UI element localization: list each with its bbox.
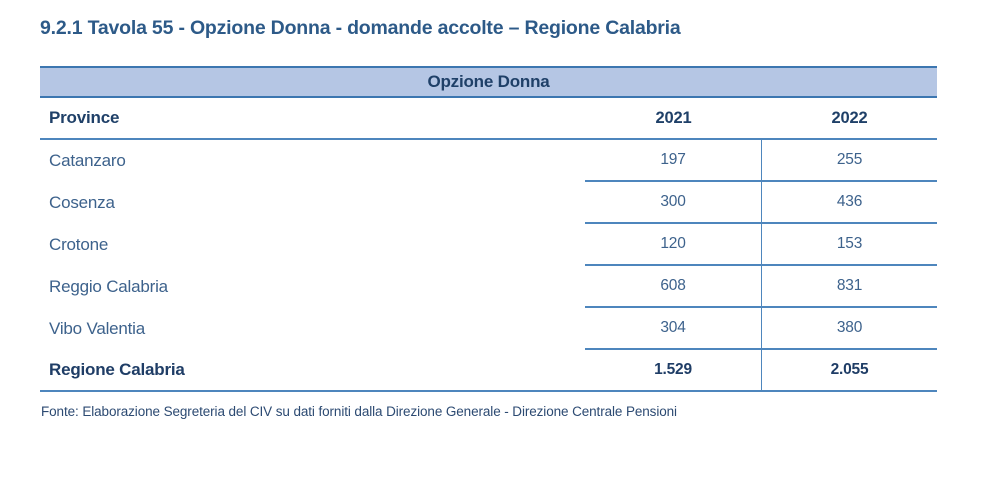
table-row: Crotone 120 153 bbox=[40, 224, 937, 266]
total-2021-cell: 1.529 bbox=[585, 350, 762, 390]
total-label-cell: Regione Calabria bbox=[49, 360, 185, 379]
table-row: Vibo Valentia 304 380 bbox=[40, 308, 937, 350]
value-2021-cell: 300 bbox=[585, 182, 762, 224]
page-title: 9.2.1 Tavola 55 - Opzione Donna - domand… bbox=[40, 17, 681, 39]
value-2022-cell: 153 bbox=[762, 224, 937, 266]
value-2022-cell: 380 bbox=[762, 308, 937, 350]
province-cell: Catanzaro bbox=[49, 151, 126, 170]
province-cell: Reggio Calabria bbox=[49, 277, 168, 296]
province-cell: Crotone bbox=[49, 235, 109, 254]
table-row: Cosenza 300 436 bbox=[40, 182, 937, 224]
column-header-2021: 2021 bbox=[655, 108, 692, 127]
value-2021-cell: 608 bbox=[585, 266, 762, 308]
value-2022-cell: 436 bbox=[762, 182, 937, 224]
value-2021-cell: 197 bbox=[585, 140, 762, 182]
table-band: Opzione Donna bbox=[40, 66, 937, 98]
province-cell: Vibo Valentia bbox=[49, 319, 146, 338]
source-note: Fonte: Elaborazione Segreteria del CIV s… bbox=[41, 404, 677, 419]
value-2022-cell: 831 bbox=[762, 266, 937, 308]
value-2021-cell: 120 bbox=[585, 224, 762, 266]
column-header-province: Province bbox=[49, 108, 120, 127]
table-row: Catanzaro 197 255 bbox=[40, 140, 937, 182]
total-2022-cell: 2.055 bbox=[830, 361, 869, 378]
table-row: Reggio Calabria 608 831 bbox=[40, 266, 937, 308]
table-total-row: Regione Calabria 1.529 2.055 bbox=[40, 350, 937, 392]
opzione-donna-table: Opzione Donna Province 2021 2022 Catanza… bbox=[40, 66, 937, 392]
column-header-2022: 2022 bbox=[831, 108, 868, 127]
table-header-row: Province 2021 2022 bbox=[40, 98, 937, 140]
value-2021-cell: 304 bbox=[585, 308, 762, 350]
table-band-title: Opzione Donna bbox=[427, 72, 550, 91]
value-2022-cell: 255 bbox=[762, 140, 937, 182]
province-cell: Cosenza bbox=[49, 193, 115, 212]
